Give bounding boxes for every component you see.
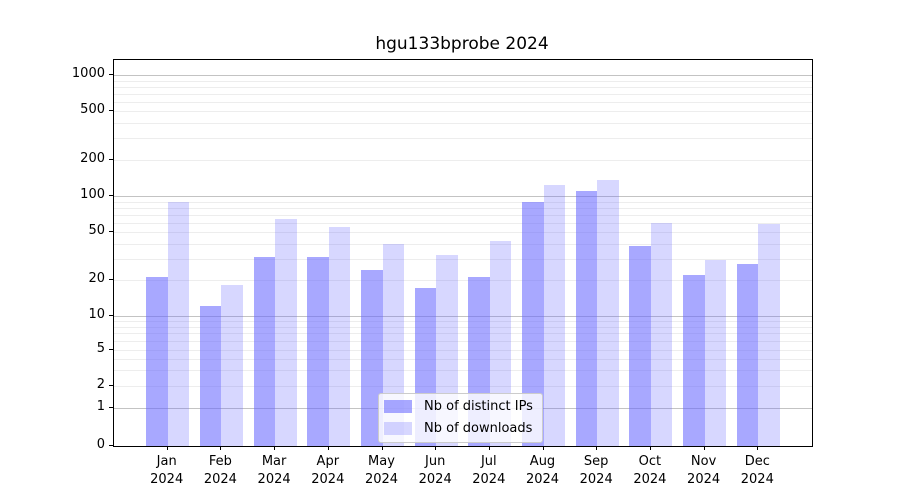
legend-swatch-distinct-ips-icon: [384, 400, 412, 413]
y-tick-mark: [109, 195, 113, 196]
x-tick-mark: [274, 446, 276, 450]
y-tick-label: 200: [80, 150, 105, 166]
gridline-major: [114, 75, 812, 76]
y-tick-mark: [109, 407, 113, 408]
x-tick-mark: [220, 446, 222, 450]
y-tick-mark: [109, 349, 113, 350]
y-tick-label: 2: [96, 377, 105, 392]
gridline-minor: [114, 214, 812, 216]
gridline-minor: [114, 207, 812, 209]
x-tick-mark: [596, 446, 598, 450]
bar-distinct-ips-feb: [199, 306, 222, 446]
gridline-minor: [114, 243, 812, 245]
y-tick-mark: [109, 74, 113, 75]
x-tick-label-oct: Oct 2024: [633, 454, 667, 487]
gridline-minor: [114, 222, 812, 224]
y-tick-label: 5: [96, 341, 105, 356]
bar-downloads-feb: [221, 285, 243, 446]
legend-row-downloads: Nb of downloads: [384, 421, 533, 436]
legend: Nb of distinct IPs Nb of downloads: [378, 393, 543, 443]
y-tick-label: 10: [88, 306, 105, 322]
y-tick-mark: [109, 110, 113, 112]
plot-area: Nb of distinct IPs Nb of downloads: [113, 59, 813, 447]
y-tick-mark: [109, 445, 113, 446]
bar-distinct-ips-sep: [575, 190, 598, 446]
y-tick-label: 20: [88, 270, 105, 286]
legend-label-downloads: Nb of downloads: [424, 421, 533, 436]
x-tick-label-jan: Jan 2024: [150, 454, 184, 487]
y-tick-mark: [109, 314, 113, 316]
bar-distinct-ips-oct: [629, 246, 651, 446]
x-tick-label-jun: Jun 2024: [418, 454, 452, 487]
bar-distinct-ips-mar: [253, 256, 276, 446]
x-tick-label-apr: Apr 2024: [311, 454, 345, 487]
gridline-minor: [114, 80, 812, 82]
x-tick-mark: [488, 446, 490, 450]
bar-downloads-sep: [597, 179, 619, 446]
bar-distinct-ips-may: [361, 270, 383, 446]
y-tick-label: 500: [80, 102, 105, 118]
chart-title: hgu133bprobe 2024: [375, 34, 549, 54]
y-tick-mark: [109, 385, 113, 386]
y-tick-label: 0: [96, 437, 105, 452]
bar-distinct-ips-apr: [307, 256, 329, 446]
y-tick-label: 50: [88, 223, 105, 238]
x-tick-mark: [649, 446, 651, 450]
x-tick-label-may: May 2024: [364, 454, 399, 487]
x-tick-mark: [381, 446, 383, 450]
gridline-minor: [114, 111, 812, 113]
gridline-minor: [114, 232, 812, 233]
gridline-minor: [114, 123, 812, 125]
x-tick-label-nov: Nov 2024: [687, 454, 721, 487]
bar-distinct-ips-dec: [736, 264, 759, 446]
x-tick-label-jul: Jul 2024: [472, 454, 506, 487]
bar-downloads-apr: [328, 227, 351, 446]
bar-downloads-jan: [167, 201, 190, 446]
y-tick-mark: [109, 158, 113, 160]
legend-label-distinct-ips: Nb of distinct IPs: [424, 399, 533, 414]
gridline-minor: [114, 201, 812, 203]
x-tick-mark: [757, 446, 759, 450]
x-tick-label-dec: Dec 2024: [740, 454, 774, 487]
y-tick-mark: [109, 231, 113, 232]
bar-downloads-oct: [650, 222, 673, 446]
bar-downloads-mar: [275, 219, 297, 446]
gridline-minor: [114, 101, 812, 103]
bar-distinct-ips-aug: [522, 201, 544, 446]
bar-downloads-aug: [543, 185, 565, 446]
gridline-minor: [114, 86, 812, 88]
y-tick-label: 1: [96, 399, 105, 414]
x-tick-mark: [327, 446, 329, 450]
bar-downloads-nov: [704, 260, 727, 446]
y-tick-label: 100: [80, 187, 105, 202]
bar-downloads-dec: [758, 224, 780, 446]
x-tick-mark: [703, 446, 705, 450]
x-tick-mark: [435, 446, 437, 450]
y-tick-label: 1000: [71, 66, 105, 81]
gridline-minor: [114, 138, 812, 140]
x-tick-label-sep: Sep 2024: [579, 454, 613, 487]
x-tick-label-feb: Feb 2024: [203, 454, 237, 487]
x-tick-mark: [542, 446, 544, 450]
x-tick-mark: [166, 446, 168, 450]
x-tick-label-aug: Aug 2024: [525, 454, 560, 487]
gridline-major: [114, 196, 812, 197]
gridline-minor: [114, 159, 812, 161]
legend-swatch-downloads-icon: [384, 422, 412, 435]
legend-row-distinct-ips: Nb of distinct IPs: [384, 399, 533, 414]
y-tick-mark: [109, 278, 113, 280]
x-tick-label-mar: Mar 2024: [257, 454, 291, 487]
bar-distinct-ips-jan: [146, 277, 168, 446]
gridline-minor: [114, 93, 812, 95]
bar-distinct-ips-nov: [683, 274, 705, 446]
